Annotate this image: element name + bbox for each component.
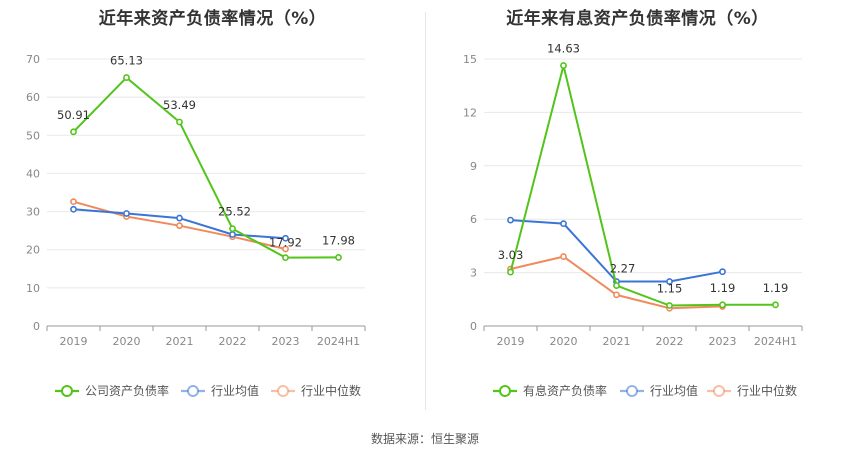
data-label: 25.52 [218,205,251,219]
legend-label: 行业均值 [211,383,259,398]
chart-left: 0 10 20 30 40 50 60 70 2019 2020 2021 2022 2023 2024H… [26,53,366,398]
y-tick-label: 15 [463,53,477,66]
chart-panel-right: 近年来有息资产负债率情况（%） 0 3 6 9 12 15 2019 2020 2021 2022… [425,0,850,420]
x-tick-label: 2022 [219,335,247,348]
x-tick-label: 2023 [272,335,300,348]
data-point [719,268,726,276]
data-label: 1.19 [710,281,736,295]
data-point [507,216,514,224]
legend-item: 行业均值 [620,383,698,398]
x-tick-label: 2024H1 [317,335,360,348]
data-point [70,128,77,136]
y-tick-label: 12 [463,106,477,119]
data-point [176,118,183,126]
chart-panel-left: 近年来资产负债率情况（%） 0 10 20 30 40 50 60 70 2019 2020 202… [0,0,425,420]
data-point [613,291,620,299]
legend-label: 有息资产负债率 [523,383,607,398]
series-line [509,64,776,307]
data-label: 1.19 [763,281,789,295]
legend-swatch-marker [277,385,289,397]
x-tick-label: 2022 [656,335,684,348]
data-point [666,302,673,309]
x-tick-label: 2020 [113,335,141,348]
y-tick-label: 10 [26,282,40,295]
data-point [507,268,514,276]
y-tick-label: 0 [33,320,40,333]
x-tick-label: 2021 [603,335,631,348]
legend-swatch-marker [499,385,511,397]
x-tick-label: 2019 [497,335,525,348]
y-tick-label: 3 [470,267,477,280]
data-label: 53.49 [163,98,196,112]
data-point [123,74,130,81]
data-point [560,62,567,69]
legend-item: 行业均值 [181,383,259,398]
legend-item: 公司资产负债率 [55,383,169,398]
y-tick-label: 9 [470,160,477,173]
legend-swatch-marker [713,385,725,397]
y-tick-label: 6 [470,213,477,226]
data-point [70,205,77,213]
data-point [613,282,620,289]
y-tick-label: 60 [26,91,40,104]
data-point [335,254,342,261]
data-label: 65.13 [110,54,143,68]
data-point [560,253,567,260]
y-tick-label: 0 [470,320,477,333]
data-point [176,222,183,230]
y-tick-label: 50 [26,129,40,142]
legend-item: 行业中位数 [271,383,361,398]
data-label: 1.15 [657,282,683,296]
legend-item: 有息资产负债率 [493,383,607,398]
data-point [772,301,779,309]
data-point [282,234,289,242]
legend-label: 行业中位数 [301,383,361,398]
chart-title-right: 近年来有息资产负债率情况（%） [506,9,769,29]
data-point [282,254,289,262]
y-tick-label: 70 [26,53,40,66]
data-label: 14.63 [547,42,580,56]
legend-swatch-marker [626,385,638,397]
x-tick-label: 2020 [550,335,578,348]
x-tick-label: 2023 [709,335,737,348]
data-label: 17.98 [322,233,355,247]
x-tick-label: 2021 [166,335,194,348]
x-tick-label: 2019 [60,335,88,348]
legend-label: 行业均值 [650,383,698,398]
series-line [72,76,339,259]
data-point [229,225,236,233]
data-label: 50.91 [57,108,90,122]
data-point [176,214,183,222]
data-point [123,210,130,217]
legend-swatch-marker [187,385,199,397]
data-point [282,245,289,253]
data-point [666,278,673,285]
legend-swatch-marker [61,385,73,397]
data-point [560,220,567,228]
legend-label: 公司资产负债率 [85,383,169,398]
chart-right: 0 3 6 9 12 15 2019 2020 2021 2022 2023 2024H1 3.03 14… [463,42,803,398]
legend-label: 行业中位数 [737,383,797,398]
x-tick-label: 2024H1 [754,335,797,348]
legend-item: 行业中位数 [707,383,797,398]
data-source-note: 数据来源：恒生聚源 [370,432,479,446]
data-label: 17.92 [269,236,302,250]
y-tick-label: 30 [26,206,40,219]
y-tick-label: 40 [26,167,40,180]
chart-title-left: 近年来资产负债率情况（%） [98,9,327,29]
data-point [229,231,236,238]
data-label: 2.27 [610,262,636,276]
panel-divider [425,12,426,410]
data-label: 3.03 [498,248,524,262]
data-point [70,198,77,206]
y-tick-label: 20 [26,244,40,257]
data-point [719,301,726,309]
